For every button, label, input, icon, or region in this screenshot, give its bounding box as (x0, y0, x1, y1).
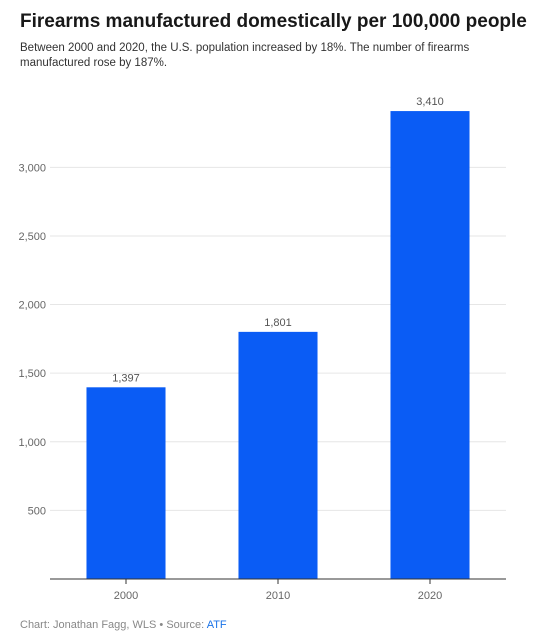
bar-2020 (390, 111, 470, 580)
chart-credit: Chart: Jonathan Fagg, WLS • Source: (20, 619, 207, 631)
data-label: 3,410 (416, 96, 444, 108)
x-tick-label: 2020 (418, 590, 442, 602)
x-tick-label: 2010 (266, 590, 290, 602)
bar-2010 (238, 331, 318, 579)
source-link[interactable]: ATF (206, 619, 227, 631)
y-tick-label: 2,000 (18, 300, 46, 312)
x-tick-label: 2000 (114, 590, 138, 602)
data-label: 1,397 (112, 372, 140, 384)
chart-title: Firearms manufactured domestically per 1… (20, 11, 527, 32)
chart-subtitle: Between 2000 and 2020, the U.S. populati… (20, 42, 470, 69)
y-tick-label: 2,500 (18, 231, 46, 243)
y-tick-label: 1,000 (18, 437, 46, 449)
data-label: 1,801 (264, 317, 292, 329)
y-tick-label: 3,000 (18, 162, 46, 174)
y-tick-label: 1,500 (18, 368, 46, 380)
y-tick-label: 500 (28, 505, 46, 517)
chart-footer: Chart: Jonathan Fagg, WLS • Source: ATF (20, 619, 227, 631)
bar-2000 (86, 387, 166, 579)
